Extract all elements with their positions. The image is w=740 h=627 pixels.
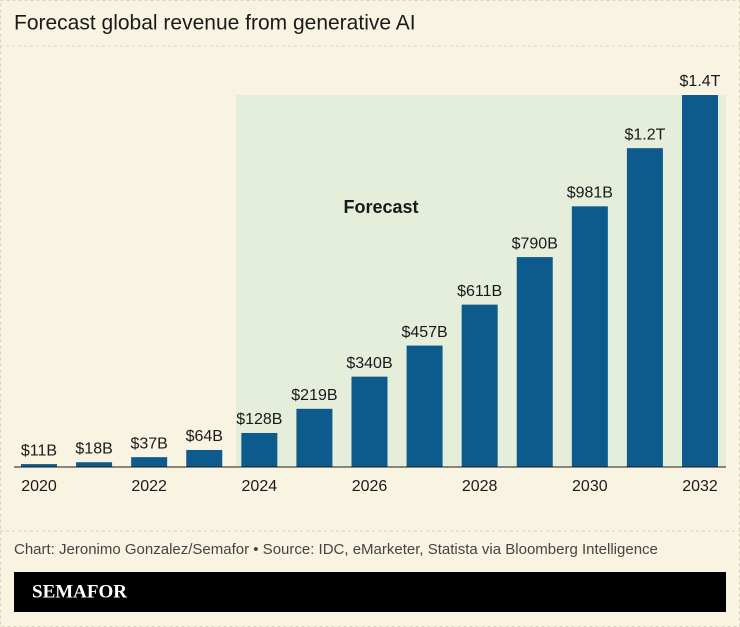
bar: [186, 449, 223, 467]
value-label: $790B: [512, 235, 558, 252]
value-label: $611B: [457, 283, 502, 300]
bar: [131, 457, 168, 467]
plot-area: Forecast $11B 2020 $18B $37B 2022 $64B $128B 202…: [14, 73, 726, 495]
bar: [626, 148, 663, 467]
value-label: $981B: [567, 185, 613, 202]
x-tick-label: 2024: [242, 478, 278, 495]
bar: [406, 345, 443, 467]
x-tick-label: 2028: [462, 478, 498, 495]
value-label: $64B: [186, 428, 223, 445]
value-label: $219B: [291, 387, 337, 404]
bar: [76, 462, 113, 467]
x-tick-label: 2020: [21, 478, 57, 495]
source-note: Chart: Jeronimo Gonzalez/Semafor • Sourc…: [14, 541, 658, 558]
bar: [461, 304, 498, 467]
x-tick-label: 2022: [131, 478, 167, 495]
x-tick-label: 2030: [572, 478, 608, 495]
bar: [571, 206, 608, 467]
bar: [682, 95, 718, 467]
bar: [351, 376, 388, 467]
bar: [241, 432, 278, 467]
value-label: $37B: [130, 435, 167, 452]
brand-bar: [14, 572, 726, 612]
chart-title: Forecast global revenue from generative …: [14, 12, 416, 35]
bar: [516, 257, 553, 467]
value-label: $340B: [346, 355, 392, 372]
bar: [21, 464, 57, 467]
brand-logo: SEMAFOR: [32, 581, 127, 602]
value-label: $457B: [401, 324, 447, 341]
bar: [296, 408, 333, 467]
x-tick-label: 2032: [682, 478, 718, 495]
value-label: $1.4T: [680, 73, 721, 90]
value-label: $11B: [21, 442, 57, 459]
x-tick-label: 2026: [352, 478, 388, 495]
value-label: $1.2T: [624, 126, 665, 143]
annotation: Forecast: [343, 197, 418, 217]
value-label: $128B: [236, 411, 282, 428]
value-label: $18B: [75, 440, 112, 457]
